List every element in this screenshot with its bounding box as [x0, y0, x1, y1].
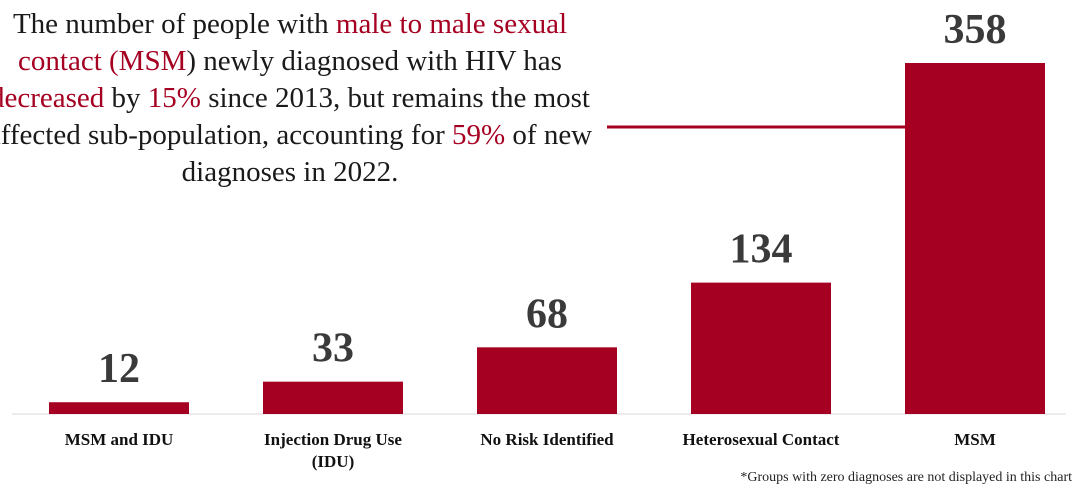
chart-annotation: The number of people with male to male s… [0, 6, 600, 191]
bar [691, 282, 831, 414]
annotation-text: by [104, 82, 148, 114]
bar-value-label: 68 [526, 291, 568, 337]
footnote: *Groups with zero diagnoses are not disp… [740, 470, 1072, 485]
annotation-highlight-share: 59% [451, 119, 506, 151]
annotation-highlight-percent-decrease: 15% [147, 82, 201, 114]
annotation-highlight-decreased: decreased [0, 82, 105, 114]
category-label: Injection Drug Use (IDU) [264, 430, 402, 471]
category-label: MSM [954, 430, 996, 449]
bar-value-label: 358 [944, 7, 1007, 53]
category-label: No Risk Identified [480, 430, 614, 449]
annotation-text: The number of people with [12, 8, 336, 40]
bar [49, 402, 189, 414]
bar [905, 63, 1045, 414]
annotation-text: of new diagnoses in 2022. [181, 119, 593, 188]
annotation-highlight-msm: male to male sexual contact (MSM [18, 8, 568, 77]
category-label: MSM and IDU [65, 430, 174, 449]
bar-value-label: 12 [98, 346, 140, 392]
bar [263, 381, 403, 414]
bar-value-label: 134 [730, 227, 793, 273]
bar [477, 347, 617, 414]
annotation-text: ) newly diagnosed with HIV has [186, 45, 562, 77]
category-label: Heterosexual Contact [683, 430, 840, 449]
bar-value-label: 33 [312, 326, 354, 372]
annotation-text: since 2013, but remains the most affecte… [0, 82, 590, 151]
